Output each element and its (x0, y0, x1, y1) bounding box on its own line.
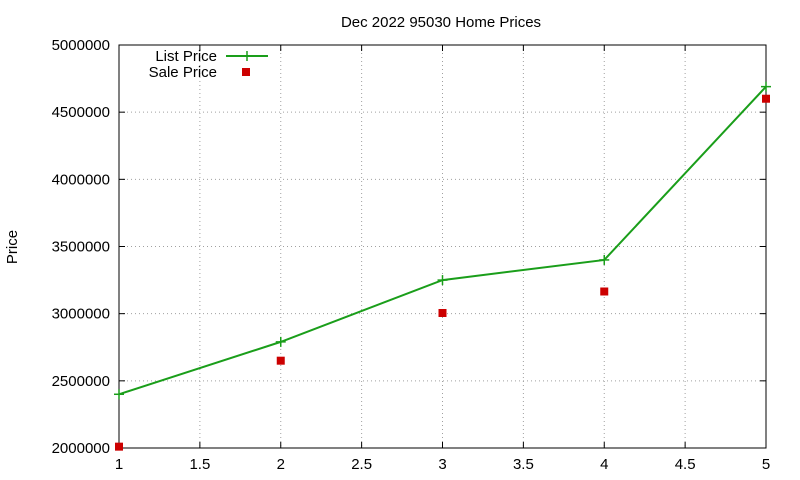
x-tick-label: 4 (600, 456, 608, 473)
chart-title: Dec 2022 95030 Home Prices (341, 14, 541, 31)
data-point-list-price (437, 275, 448, 286)
y-tick-label: 4500000 (52, 104, 110, 121)
x-tick-label: 2 (277, 456, 285, 473)
x-tick-label: 3 (438, 456, 446, 473)
y-tick-label: 5000000 (52, 37, 110, 54)
legend-marker-list-price (242, 51, 252, 61)
data-point-list-price (275, 336, 286, 347)
data-point-list-price (114, 389, 124, 400)
x-tick-label: 4.5 (675, 456, 696, 473)
y-tick-label: 3000000 (52, 306, 110, 323)
x-tick-label: 3.5 (513, 456, 534, 473)
y-tick-label: 2000000 (52, 440, 110, 457)
grid (119, 45, 766, 448)
x-tick-label: 1.5 (189, 456, 210, 473)
axes: 1 1.5 2 2.5 3 3.5 4 4.5 5 2000000 2500000 3000000 35… (52, 37, 771, 473)
x-tick-label: 1 (115, 456, 123, 473)
y-tick-label: 4000000 (52, 171, 110, 188)
legend-marker-sale-price (242, 68, 250, 76)
data-point-list-price (761, 81, 771, 92)
y-tick-label: 3500000 (52, 239, 110, 256)
legend-label-list-price: List Price (155, 48, 217, 65)
data-point-sale-price (276, 356, 285, 365)
y-axis-label: Price (4, 230, 21, 264)
series-layer (114, 81, 771, 451)
plot-border (118, 44, 767, 449)
x-tick-label: 5 (762, 456, 770, 473)
data-point-sale-price (115, 442, 123, 451)
data-point-sale-price (438, 308, 447, 317)
x-tick-label: 2.5 (351, 456, 372, 473)
data-point-sale-price (600, 287, 609, 296)
legend-label-sale-price: Sale Price (149, 64, 217, 81)
y-tick-label: 2500000 (52, 373, 110, 390)
series-line-list-price (118, 85, 767, 396)
data-point-sale-price (762, 94, 770, 103)
data-point-list-price (599, 254, 610, 265)
